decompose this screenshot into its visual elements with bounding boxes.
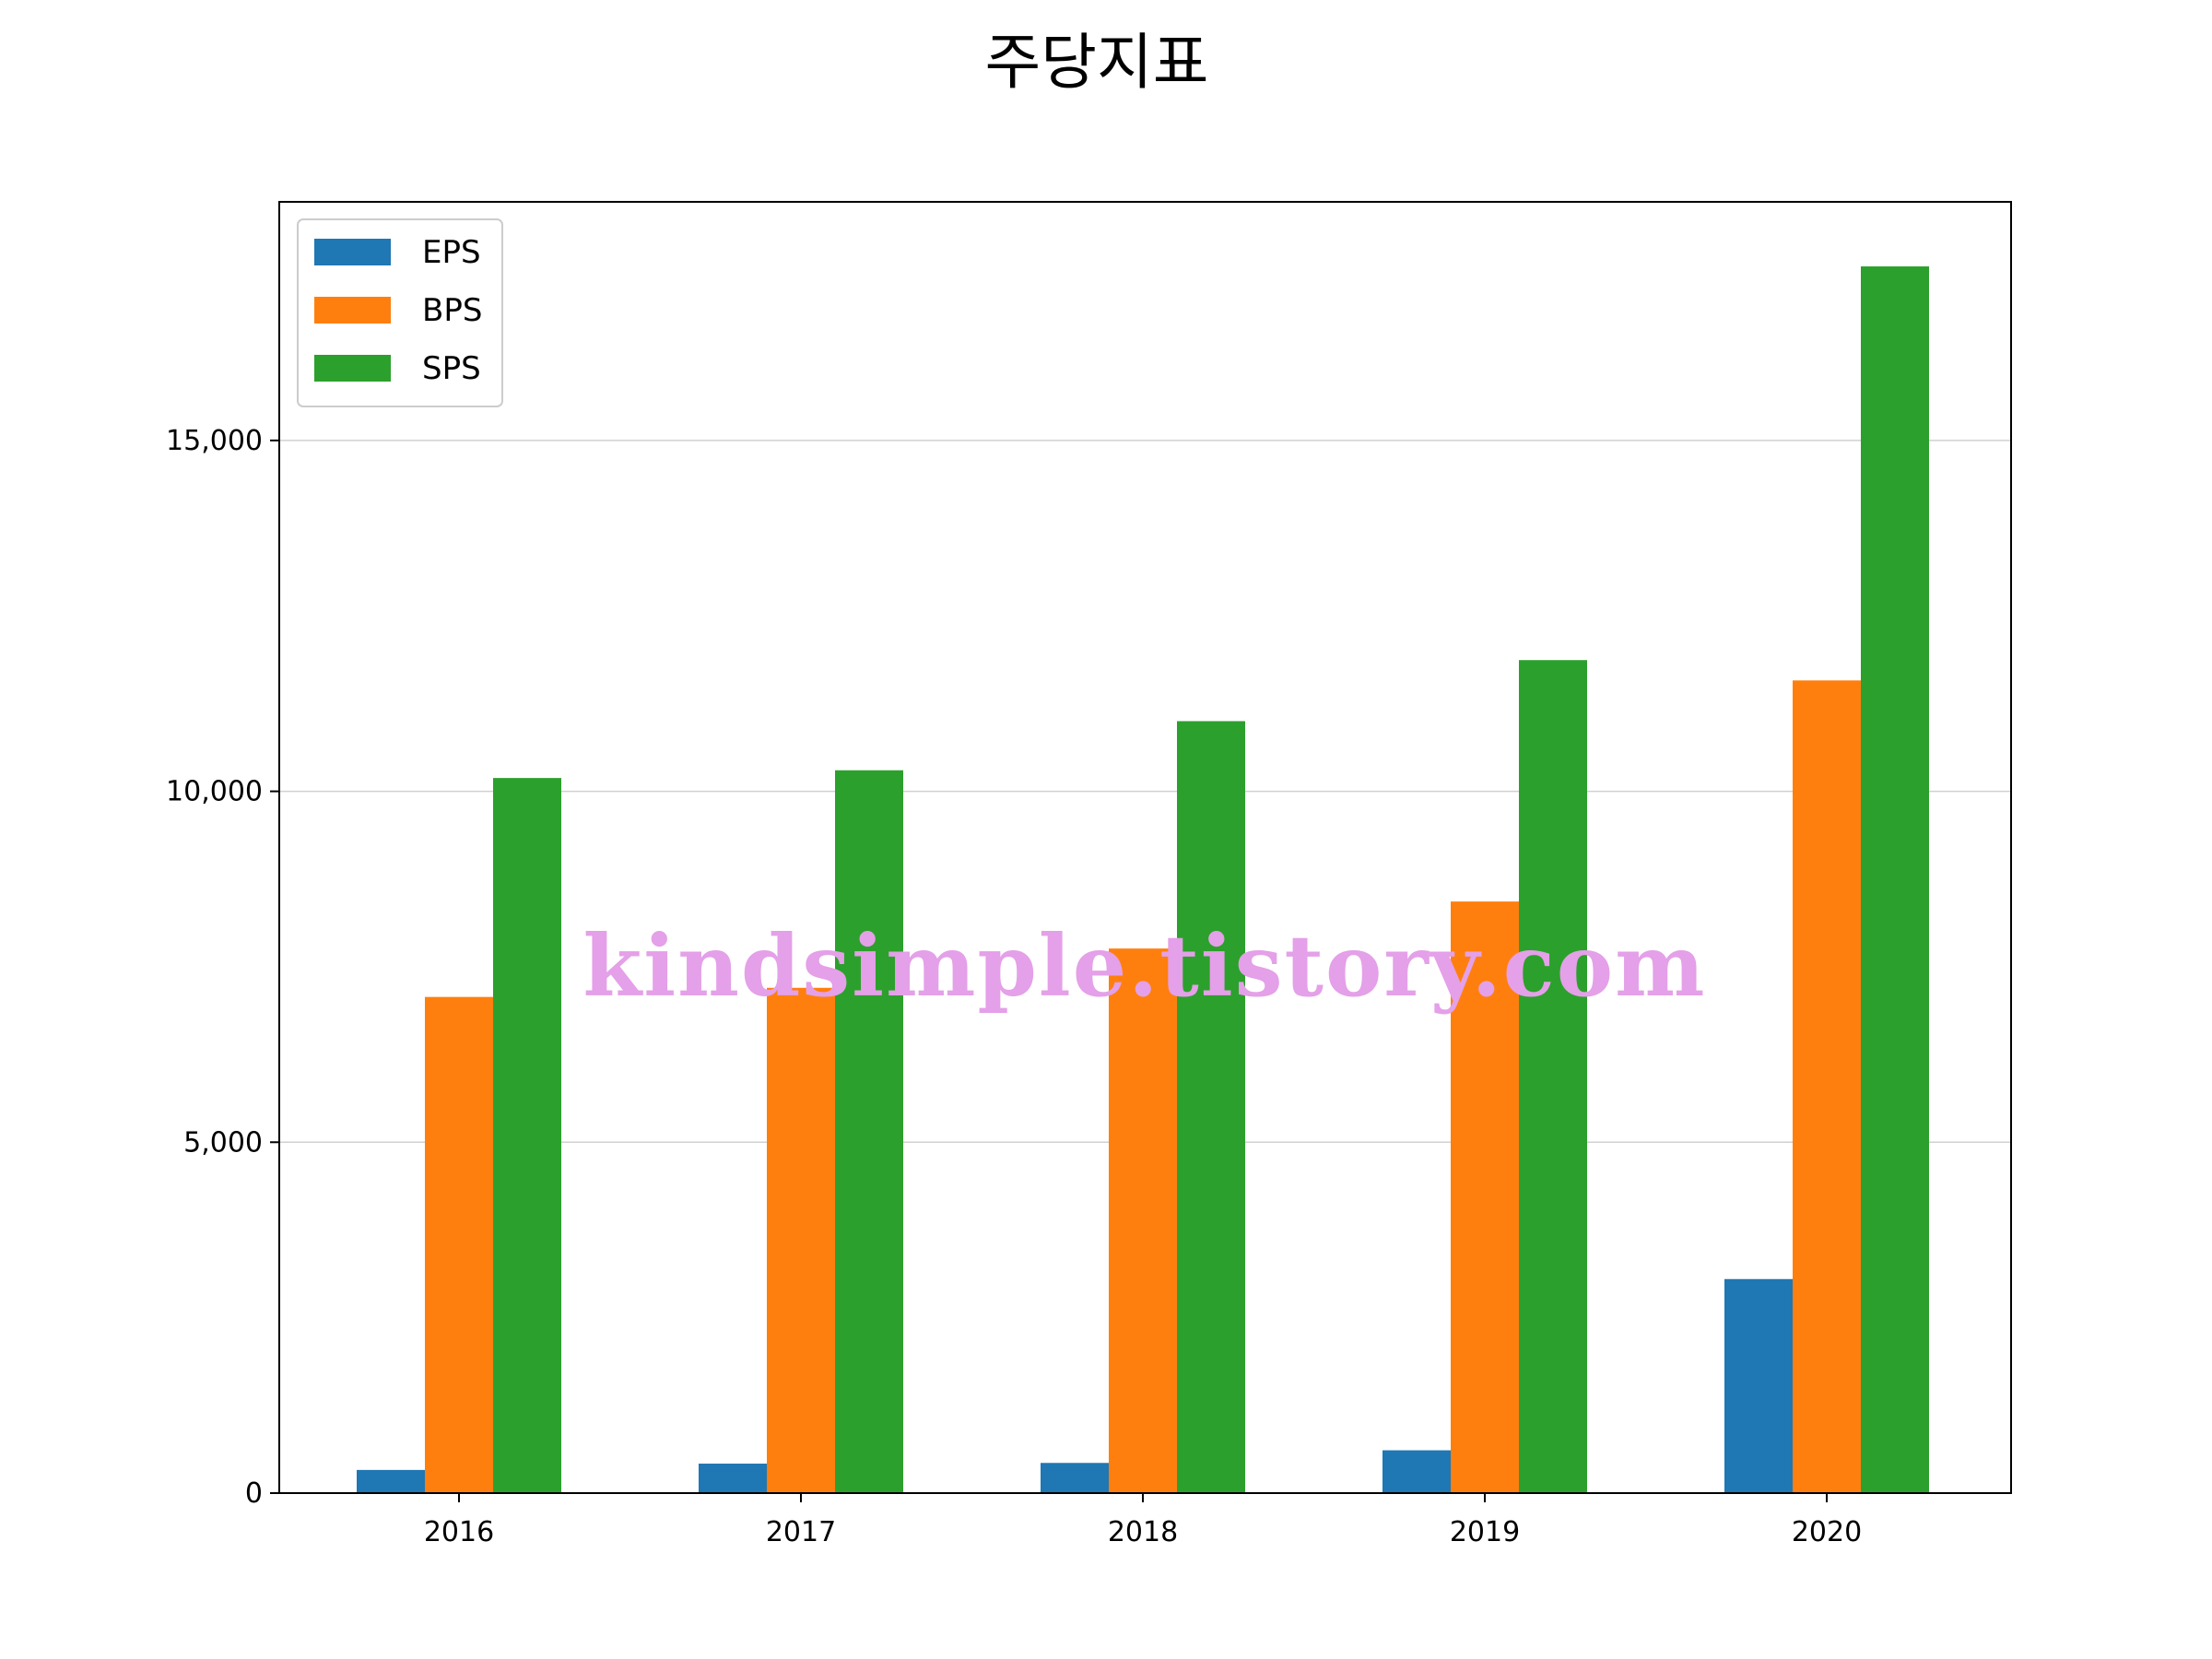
y-tick-label: 10,000 [166, 776, 263, 808]
watermark-text: kindsimple.tistory.com [582, 916, 1706, 1016]
bar-bps-2019 [1451, 901, 1519, 1493]
y-tick-label: 15,000 [166, 425, 263, 457]
bar-sps-2016 [493, 778, 561, 1493]
x-tick-label: 2019 [1450, 1516, 1520, 1548]
legend-label-bps: BPS [422, 292, 482, 329]
legend-label-sps: SPS [422, 350, 481, 387]
chart-title: 주당지표 [985, 27, 1209, 98]
bar-eps-2016 [357, 1469, 425, 1493]
bar-eps-2019 [1382, 1450, 1451, 1493]
bar-bps-2020 [1793, 680, 1861, 1493]
x-tick-label: 2018 [1108, 1516, 1178, 1548]
y-tick-label: 5,000 [183, 1126, 263, 1159]
bar-eps-2018 [1041, 1463, 1109, 1493]
legend-swatch-sps [314, 355, 391, 382]
bar-bps-2017 [767, 987, 835, 1493]
y-tick-label: 0 [245, 1477, 263, 1510]
bar-sps-2017 [835, 770, 903, 1493]
plot-frame [278, 201, 2012, 1494]
bars [357, 266, 1929, 1493]
bar-eps-2020 [1724, 1278, 1793, 1493]
legend-label-eps: EPS [422, 234, 481, 271]
bar-eps-2017 [699, 1464, 767, 1493]
bar-bps-2016 [425, 996, 493, 1493]
bar-bps-2018 [1109, 948, 1177, 1493]
bar-sps-2018 [1177, 721, 1245, 1493]
bar-sps-2020 [1861, 266, 1929, 1493]
x-tick-label: 2020 [1792, 1516, 1862, 1548]
bar-sps-2019 [1519, 660, 1587, 1493]
x-tick-label: 2017 [766, 1516, 836, 1548]
y-axis: 0 5,000 10,000 15,000 [166, 425, 279, 1510]
x-tick-label: 2016 [424, 1516, 494, 1548]
legend: EPS BPS SPS [297, 218, 503, 407]
legend-swatch-eps [314, 239, 391, 265]
watermark: kindsimple.tistory.com [582, 916, 1706, 1016]
x-axis: 2016 2017 2018 2019 2020 [424, 1493, 1862, 1548]
legend-swatch-bps [314, 297, 391, 324]
